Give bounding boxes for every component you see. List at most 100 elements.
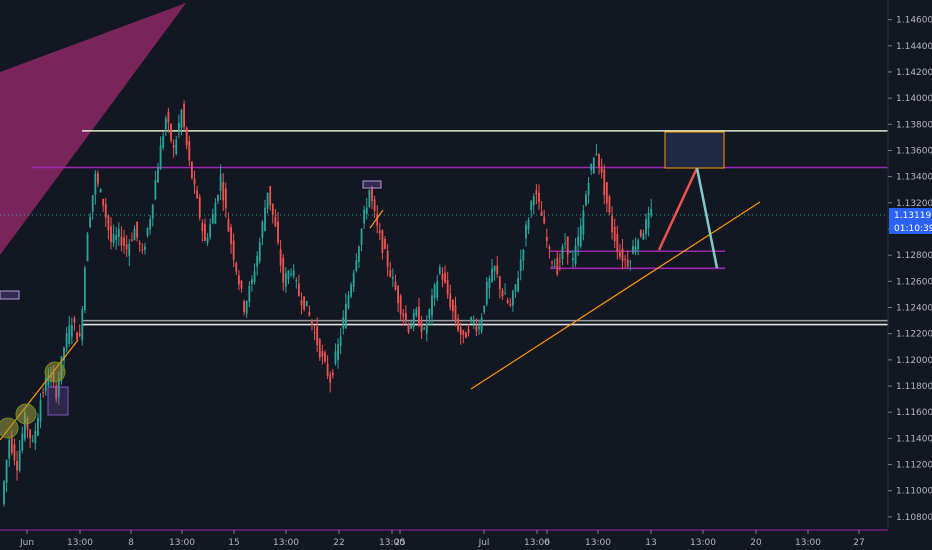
candle-body [133, 228, 136, 241]
candle-body [76, 332, 78, 340]
y-tick-label: 1.12400 [896, 304, 932, 314]
candle-body [136, 221, 139, 238]
candle-body [569, 251, 572, 253]
marker-circle[interactable] [15, 403, 37, 425]
candle-body [418, 306, 420, 327]
projection-down[interactable] [695, 167, 719, 269]
candle-body [117, 229, 120, 238]
candle-body [29, 429, 32, 439]
candle-body [454, 305, 457, 322]
candle-body [141, 249, 144, 251]
candle-body [397, 286, 399, 304]
candle-body [621, 248, 624, 262]
candle-body [164, 117, 167, 130]
candle-body [540, 211, 543, 216]
candle-body [10, 435, 13, 453]
candle-body [297, 283, 300, 296]
candle-body [402, 313, 405, 317]
candle-body [483, 305, 486, 313]
candle-body [237, 275, 240, 285]
candle-body [527, 219, 530, 230]
candle-body [501, 290, 504, 297]
x-tick-label: 13:00 [169, 538, 195, 548]
wedge-drawing[interactable] [0, 3, 186, 255]
candle-body [618, 252, 621, 257]
x-tick-label: 22 [333, 538, 344, 548]
candle-body [394, 281, 397, 290]
countdown-value: 01:10:39 [894, 224, 932, 234]
candle-body [399, 296, 402, 315]
y-axis[interactable]: 1.10800 1.11000 1.11200 1.11400 1.11600 1.118… [888, 16, 932, 523]
marker-box[interactable] [0, 290, 20, 300]
x-tick-label: 13:00 [379, 538, 405, 548]
candle-body [592, 157, 595, 174]
candle-body [321, 351, 324, 357]
candle-body [556, 257, 559, 275]
candle-body [352, 272, 355, 287]
candle-body [63, 347, 65, 361]
candle-body [70, 325, 73, 337]
candle-body [371, 187, 373, 201]
candle-body [360, 228, 363, 245]
candle-body [167, 111, 170, 123]
candle-body [519, 259, 522, 272]
marker-circle[interactable] [0, 417, 19, 439]
x-tick-label: 13:00 [690, 538, 716, 548]
candle-body [112, 233, 115, 243]
candle-body [308, 311, 311, 316]
candle-body [172, 145, 175, 148]
candle-body [311, 320, 313, 326]
marker-box[interactable] [362, 180, 382, 189]
candle-body [5, 460, 8, 483]
candle-body [543, 216, 546, 224]
candle-body [511, 290, 514, 306]
target-zone[interactable] [664, 131, 725, 169]
candle-body [391, 276, 394, 279]
candle-body [73, 318, 76, 323]
horizontal-levels[interactable] [32, 130, 888, 326]
candle-body [535, 190, 538, 195]
candle-body [326, 363, 329, 376]
candle-body [57, 378, 60, 398]
candle-body [110, 226, 112, 243]
candle-body [488, 278, 491, 289]
candle-body [97, 173, 99, 184]
candle-body [462, 330, 465, 335]
candle-body [433, 284, 436, 299]
candle-body [451, 299, 454, 312]
candle-body [235, 262, 238, 272]
candle-body [590, 164, 593, 171]
candle-body [446, 280, 449, 295]
y-tick-label: 1.11000 [896, 487, 932, 497]
candle-body [496, 265, 499, 275]
marker-circle[interactable] [44, 361, 66, 383]
candle-body [532, 196, 535, 206]
candle-body [240, 280, 243, 289]
current-price-value: 1.13119 [894, 211, 931, 221]
y-tick-label: 1.13400 [896, 173, 932, 183]
candle-body [384, 238, 386, 249]
candle-body [3, 481, 5, 504]
projection-up[interactable] [657, 167, 699, 251]
candle-body [493, 265, 496, 272]
candle-body [123, 237, 125, 246]
candle-body [331, 372, 334, 376]
candle-body [269, 186, 272, 206]
candle-body [266, 192, 269, 209]
candle-body [107, 215, 110, 231]
x-tick-label: 20 [750, 538, 762, 548]
candle-body [253, 271, 256, 282]
trend-line-mid[interactable] [369, 209, 384, 229]
candle-body [368, 189, 371, 207]
x-tick-label: 13:00 [524, 538, 550, 548]
x-tick-label: Jul [478, 538, 490, 548]
candle-body [347, 295, 350, 309]
candle-body [472, 321, 475, 324]
candle-body [279, 249, 282, 266]
marker-box[interactable] [47, 386, 69, 416]
trend-line-right[interactable] [470, 201, 761, 390]
candle-body [480, 317, 483, 332]
candle-body [81, 309, 84, 341]
